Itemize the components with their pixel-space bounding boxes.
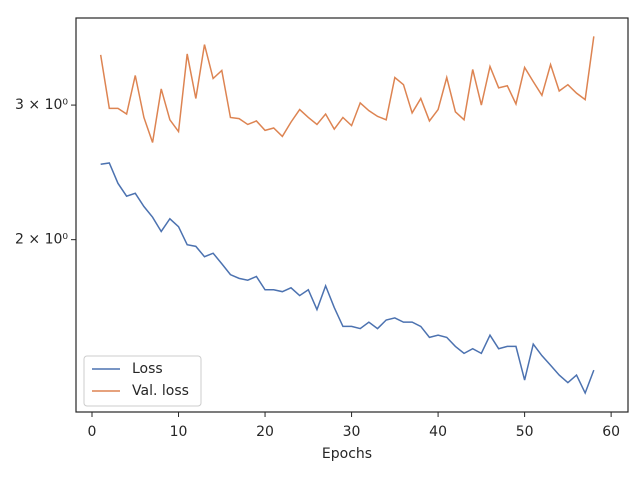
x-tick-label: 0 [88,424,97,440]
legend: Loss Val. loss [83,355,202,407]
y-tick-label: 2 × 10⁰ [15,232,68,248]
legend-label: Val. loss [132,383,189,399]
x-tick-label: 50 [516,424,534,440]
line-series [100,162,595,395]
x-tick-label: 40 [429,424,447,440]
x-tick-label: 60 [602,424,620,440]
y-tick-label: 3 × 10⁰ [15,97,68,113]
x-tick-label: 30 [343,424,361,440]
line-series [99,36,595,143]
x-tick-label: 10 [170,424,188,440]
x-tick-label: 20 [256,424,274,440]
legend-label: Loss [132,361,163,377]
x-axis-label: Epochs [322,446,372,462]
plot-frame [75,17,629,413]
